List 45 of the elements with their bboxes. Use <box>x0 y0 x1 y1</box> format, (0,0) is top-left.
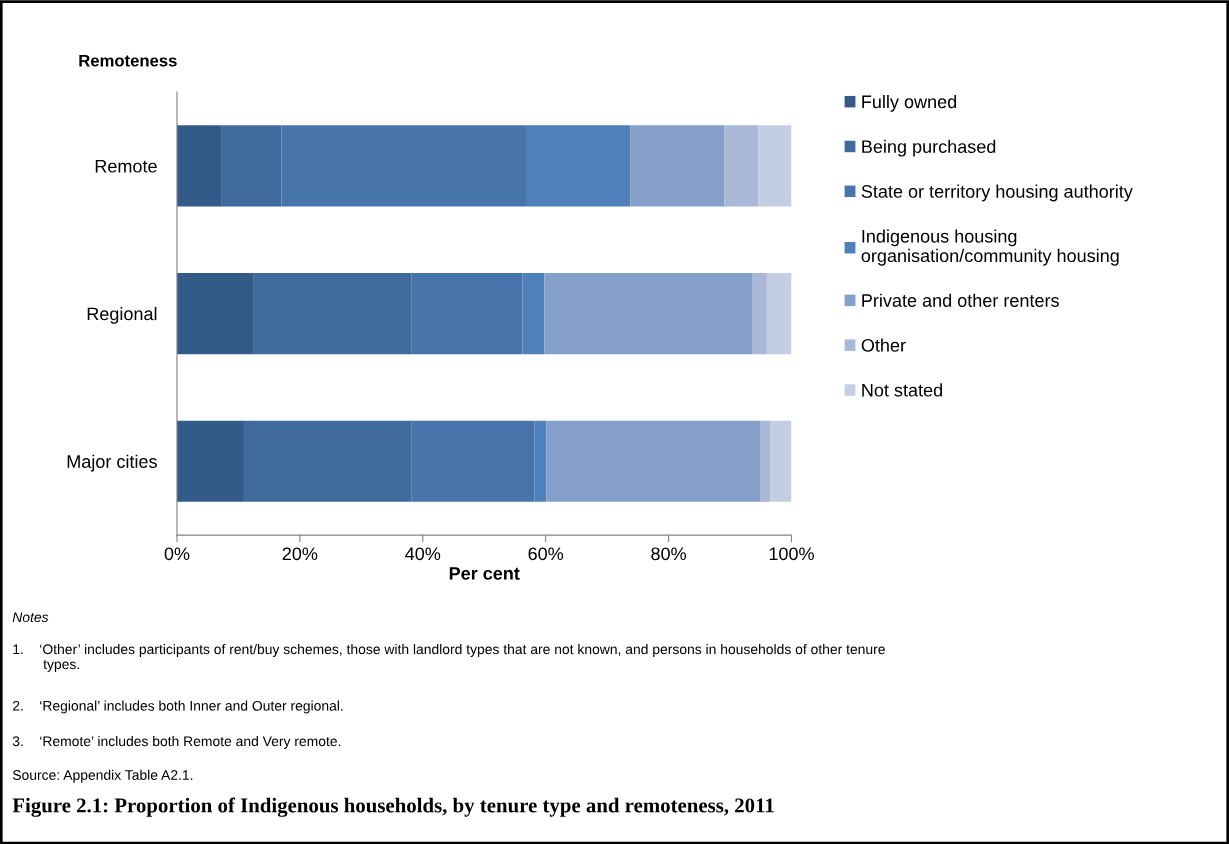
legend-label: State or territory housing authority <box>861 184 1133 202</box>
x-tick-label: 40% <box>405 547 441 561</box>
bar <box>544 272 753 355</box>
text: Notes <box>12 612 49 623</box>
bar <box>758 125 792 207</box>
source-note: Source: Appendix Table A2.1. <box>12 769 193 783</box>
x-tick-label: 60% <box>528 547 564 561</box>
legend-label: Fully owned <box>862 94 957 112</box>
x-tick-label: 0% <box>164 547 190 561</box>
text: 1. ‘Other’ includes participants of rent/buy schemes, those with landlord types that are not known, and persons in households of other tenure types. <box>13 643 885 672</box>
text: Figure 2.1: Proportion of Indigenous households, by tenure type and remoteness, 2011 <box>12 797 774 817</box>
legend-label: Indigenous housing organisation/community housing <box>861 229 1119 266</box>
bar <box>176 125 222 207</box>
legend-label: Other <box>861 338 906 352</box>
legend-label: Being purchased <box>862 139 996 157</box>
y-tick-label: Remote <box>95 159 157 173</box>
bar <box>770 420 792 502</box>
y-tick-label: Major cities <box>67 454 157 472</box>
bar <box>253 272 412 355</box>
bar <box>281 125 527 207</box>
legend-label: Private and other renters <box>862 293 1059 307</box>
x-tick-label: 20% <box>282 547 318 561</box>
bar <box>221 125 282 207</box>
bar <box>546 420 761 502</box>
text: 3. ‘Remote’ includes both Remote and Very remote. <box>12 735 341 749</box>
bar <box>526 125 631 207</box>
y-tick-label: Regional <box>87 307 157 324</box>
bar <box>243 420 412 502</box>
bar <box>766 272 792 355</box>
bar <box>760 420 771 502</box>
x-tick-label: 80% <box>651 547 686 561</box>
legend-label: Not stated <box>862 383 942 397</box>
y-axis-title: Remoteness <box>79 54 177 67</box>
bar <box>752 272 767 355</box>
x-tick-label: 100% <box>769 547 814 561</box>
bar <box>724 125 759 207</box>
text: 2. ‘Regional’ includes both Inner and Outer regional. <box>12 700 343 714</box>
bar <box>411 420 535 502</box>
bar <box>630 125 725 207</box>
bar <box>522 272 545 355</box>
bar <box>176 420 244 502</box>
x-axis-title: Per cent <box>449 567 520 580</box>
bar <box>534 420 547 502</box>
bar <box>176 272 254 355</box>
bar <box>411 272 523 355</box>
